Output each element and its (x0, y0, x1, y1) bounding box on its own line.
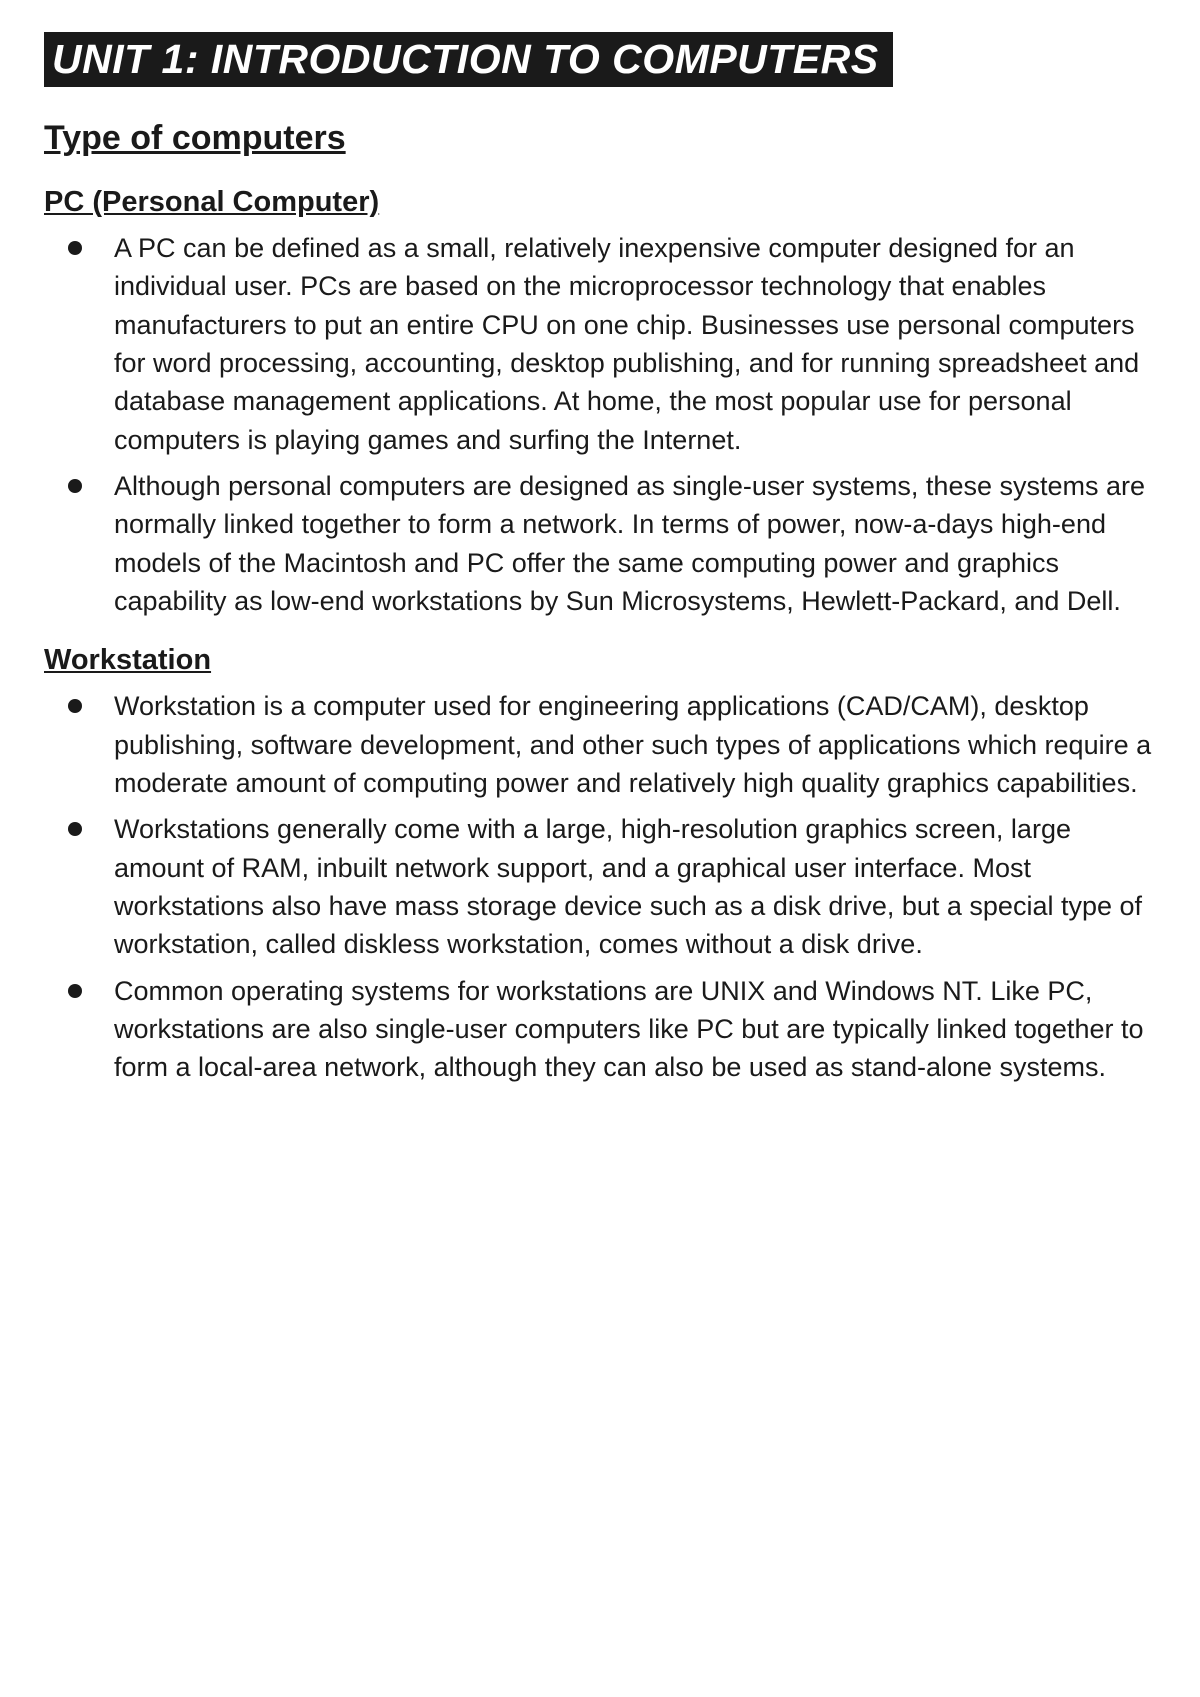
subsection-heading-pc: PC (Personal Computer) (44, 186, 1156, 219)
bullet-list-pc: A PC can be defined as a small, relative… (44, 229, 1156, 620)
section-title: Type of computers (44, 119, 1156, 158)
unit-title: UNIT 1: INTRODUCTION TO COMPUTERS (44, 32, 893, 87)
list-item: Workstations generally come with a large… (44, 810, 1156, 963)
list-item: Workstation is a computer used for engin… (44, 687, 1156, 802)
subsection-heading-workstation: Workstation (44, 644, 1156, 677)
list-item: A PC can be defined as a small, relative… (44, 229, 1156, 459)
bullet-list-workstation: Workstation is a computer used for engin… (44, 687, 1156, 1086)
list-item: Common operating systems for workstation… (44, 972, 1156, 1087)
list-item: Although personal computers are designed… (44, 467, 1156, 620)
